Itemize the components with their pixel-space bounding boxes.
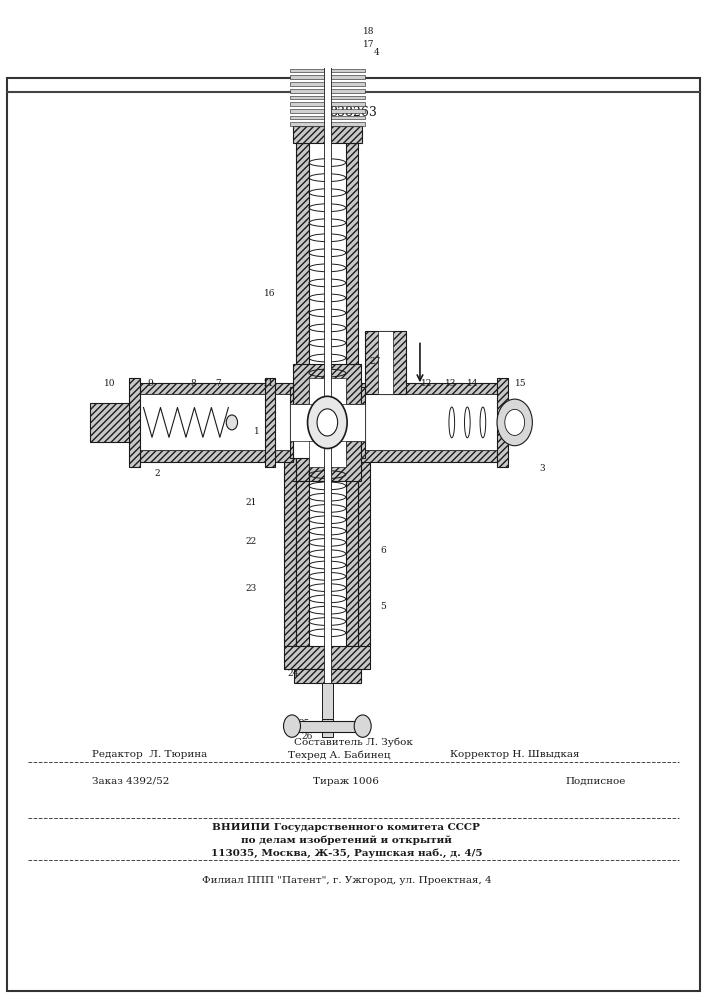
Text: 5: 5 (380, 602, 386, 611)
Polygon shape (497, 378, 508, 467)
Bar (290, 404, 365, 441)
Text: Тираж 1006: Тираж 1006 (313, 777, 380, 786)
Polygon shape (298, 23, 356, 40)
Polygon shape (140, 450, 293, 462)
Text: 6: 6 (380, 546, 386, 555)
Text: 23: 23 (245, 584, 257, 593)
Text: 27: 27 (370, 357, 381, 366)
Text: 8: 8 (190, 379, 196, 388)
Polygon shape (265, 378, 275, 467)
Text: 113035, Москва, Ж-35, Раушская наб., д. 4/5: 113035, Москва, Ж-35, Раушская наб., д. … (211, 849, 482, 858)
Text: 7: 7 (215, 379, 221, 388)
Text: 26: 26 (302, 732, 313, 741)
Bar (140, 394, 293, 450)
Bar (290, 102, 365, 106)
Circle shape (505, 409, 525, 435)
Polygon shape (296, 458, 309, 646)
Bar (290, 96, 365, 99)
Text: Корректор Н. Швыдкая: Корректор Н. Швыдкая (450, 750, 580, 759)
Polygon shape (294, 669, 361, 683)
Bar (290, 122, 365, 126)
Polygon shape (361, 450, 497, 462)
Text: по делам изобретений и открытий: по делам изобретений и открытий (241, 836, 452, 845)
Text: 838263: 838263 (329, 106, 378, 119)
Bar (308, 0, 346, 2)
Bar (290, 69, 365, 72)
Text: 14: 14 (467, 379, 478, 388)
Bar (290, 109, 365, 113)
Polygon shape (361, 387, 365, 458)
Bar (324, 0, 331, 683)
Circle shape (284, 715, 300, 737)
Text: 22: 22 (245, 537, 257, 546)
Polygon shape (290, 387, 293, 458)
Polygon shape (293, 364, 361, 404)
Circle shape (354, 715, 371, 737)
Text: 13: 13 (445, 379, 457, 388)
Polygon shape (129, 378, 140, 467)
Polygon shape (310, 2, 344, 23)
Bar (361, 394, 497, 450)
Text: 15: 15 (515, 379, 526, 388)
Text: 4: 4 (374, 48, 380, 57)
Bar (378, 331, 393, 394)
Bar (309, 378, 346, 467)
Circle shape (226, 415, 238, 430)
Text: 1: 1 (254, 427, 259, 436)
Bar (292, 721, 363, 732)
Circle shape (308, 396, 347, 448)
Text: 2: 2 (155, 469, 160, 478)
Polygon shape (346, 143, 358, 387)
Text: 10: 10 (104, 379, 115, 388)
Circle shape (497, 399, 532, 446)
Text: Техред А. Бабинец: Техред А. Бабинец (288, 750, 390, 760)
Text: 3: 3 (539, 464, 545, 473)
Text: 24: 24 (288, 669, 299, 678)
Text: Заказ 4392/52: Заказ 4392/52 (92, 777, 169, 786)
Text: 16: 16 (264, 289, 275, 298)
Text: 25: 25 (298, 719, 310, 728)
Bar (290, 89, 365, 93)
Bar (98, 409, 129, 435)
Bar (508, 406, 515, 439)
Polygon shape (296, 143, 309, 387)
Bar (322, 719, 332, 737)
Polygon shape (90, 403, 129, 442)
Bar (290, 75, 365, 79)
Polygon shape (358, 458, 370, 646)
Polygon shape (293, 441, 361, 481)
Polygon shape (361, 383, 497, 394)
Text: 17: 17 (363, 40, 375, 49)
Polygon shape (346, 458, 358, 646)
Text: Филиал ППП "Патент", г. Ужгород, ул. Проектная, 4: Филиал ППП "Патент", г. Ужгород, ул. Про… (201, 876, 491, 885)
Circle shape (317, 409, 338, 436)
Text: 11: 11 (263, 379, 274, 388)
Bar (290, 82, 365, 86)
Polygon shape (140, 383, 293, 394)
Text: 20: 20 (353, 0, 364, 2)
Polygon shape (289, 40, 366, 66)
Bar (322, 683, 332, 719)
Bar (290, 116, 365, 119)
Text: 18: 18 (363, 27, 375, 36)
Text: ВНИИПИ Государственного комитета СССР: ВНИИПИ Государственного комитета СССР (213, 823, 480, 832)
Text: Подписное: Подписное (566, 777, 626, 786)
Polygon shape (284, 458, 296, 646)
Polygon shape (293, 126, 362, 143)
Text: 12: 12 (421, 379, 432, 388)
Polygon shape (284, 646, 370, 669)
Text: 9: 9 (148, 379, 153, 388)
Polygon shape (365, 331, 406, 394)
Text: Составитель Л. Зубок: Составитель Л. Зубок (294, 737, 413, 747)
Text: 21: 21 (245, 498, 257, 507)
Text: Редактор  Л. Тюрина: Редактор Л. Тюрина (92, 750, 207, 759)
